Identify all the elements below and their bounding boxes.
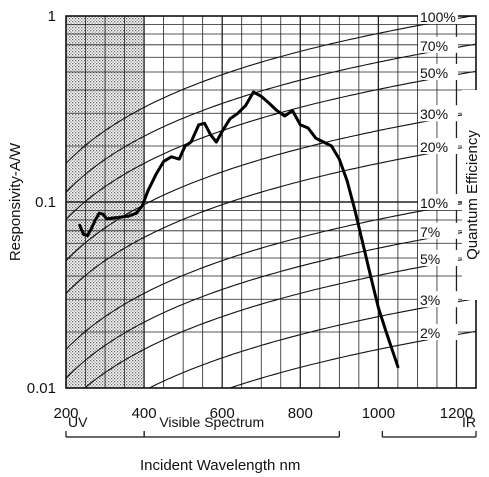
responsivity-point	[155, 174, 157, 176]
x-tick-label: 1000	[362, 405, 395, 422]
qe-line	[228, 330, 476, 388]
y-tick-label: 0.01	[27, 380, 56, 397]
responsivity-point	[147, 190, 149, 192]
qe-lines	[66, 16, 476, 388]
qe-line	[66, 200, 476, 350]
responsivity-point	[215, 141, 217, 143]
qe-label-bg	[418, 105, 458, 122]
responsivity-point	[170, 156, 172, 158]
responsivity-point	[377, 307, 379, 309]
band-label: UV	[68, 414, 88, 430]
qe-label-bg	[418, 193, 458, 210]
x-tick-label: 400	[132, 405, 157, 422]
band-label: Visible Spectrum	[159, 414, 264, 430]
band-label: IR	[462, 414, 476, 430]
x-tick-label: 1200	[440, 405, 473, 422]
qe-label: 20%	[420, 139, 448, 155]
qe-label: 3%	[420, 292, 440, 308]
responsivity-point	[331, 145, 332, 147]
qe-label-bg	[418, 7, 458, 24]
qe-line	[66, 144, 476, 294]
x-tick-label: 200	[53, 405, 78, 422]
qe-label: 5%	[420, 251, 440, 267]
qe-line	[66, 70, 476, 220]
responsivity-point	[237, 112, 239, 114]
qe-label: 70%	[420, 38, 448, 54]
responsivity-point	[260, 95, 262, 97]
responsivity-point	[284, 115, 286, 117]
responsivity-point	[354, 210, 356, 211]
responsivity-point	[276, 110, 278, 112]
responsivity-point	[385, 331, 387, 333]
responsivity-point	[198, 124, 200, 126]
responsivity-point	[268, 102, 270, 104]
qe-label-bg	[418, 36, 458, 53]
responsivity-point	[106, 218, 108, 220]
responsivity-point	[83, 233, 85, 235]
responsivity-point	[210, 134, 211, 136]
x-axis-title: Incident Wavelength nm	[140, 457, 300, 474]
responsivity-point	[190, 141, 192, 143]
qe-line	[66, 229, 476, 379]
responsivity-point	[163, 161, 165, 162]
responsivity-point	[90, 228, 92, 229]
responsivity-point	[94, 219, 96, 221]
responsivity-point	[323, 141, 325, 143]
responsivity-point	[98, 212, 100, 214]
y-tick-label: 0.1	[35, 194, 56, 211]
responsivity-point	[245, 105, 247, 107]
qe-label: 2%	[420, 325, 440, 341]
responsivity-point	[87, 235, 88, 237]
qe-label-bg	[418, 291, 458, 308]
qe-label-bg	[418, 323, 458, 340]
qe-label: 30%	[420, 106, 448, 122]
qe-line	[66, 112, 476, 261]
qe-label: 50%	[420, 65, 448, 81]
qe-axis-title-bg	[462, 90, 482, 300]
responsivity-point	[112, 217, 114, 219]
y-axis-title: Responsivity-A/W	[7, 142, 24, 261]
y-tick-label: 1	[48, 8, 56, 25]
responsivity-point	[79, 224, 81, 226]
responsivity-point	[178, 158, 180, 160]
responsivity-point	[370, 275, 372, 277]
responsivity-point	[120, 216, 122, 218]
responsivity-point	[135, 212, 137, 214]
responsivity-point	[362, 242, 364, 244]
x-tick-label: 600	[210, 405, 235, 422]
responsivity-point	[292, 110, 293, 112]
responsivity-point	[315, 137, 317, 139]
responsivity-point	[141, 205, 143, 207]
responsivity-point	[346, 180, 348, 182]
qe-label-bg	[418, 137, 458, 154]
responsivity-curve	[78, 90, 400, 369]
qe-line	[66, 16, 476, 164]
qe-axis-title: Quantum Efficiency	[464, 130, 481, 260]
qe-label-bg	[418, 63, 458, 80]
x-tick-label: 800	[288, 405, 313, 422]
qe-label-bg	[418, 222, 458, 239]
responsivity-point	[229, 118, 231, 120]
qe-label-bg	[418, 249, 458, 266]
responsivity-point	[184, 145, 186, 147]
qe-line	[83, 256, 476, 388]
responsivity-point	[204, 122, 206, 124]
qe-label: 7%	[420, 224, 440, 240]
responsivity-point	[397, 366, 399, 368]
responsivity-point	[128, 215, 129, 217]
responsivity-point	[307, 127, 309, 129]
responsivity-point	[252, 91, 254, 93]
responsivity-point	[393, 354, 395, 356]
responsivity-point	[221, 130, 223, 132]
qe-line	[147, 298, 476, 388]
qe-label: 10%	[420, 195, 448, 211]
responsivity-point	[338, 158, 340, 160]
qe-line	[66, 43, 476, 193]
responsivity-point	[102, 213, 104, 215]
responsivity-point	[299, 124, 301, 126]
qe-label: 100%	[420, 9, 456, 25]
